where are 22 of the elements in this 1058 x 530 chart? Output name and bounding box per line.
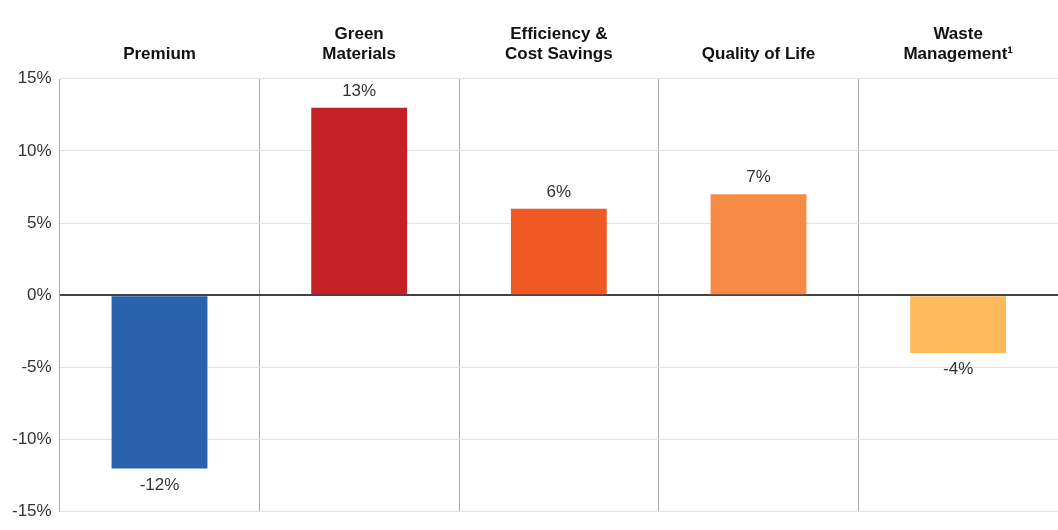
y-tick-label: -10%	[12, 429, 52, 449]
bar	[910, 296, 1007, 354]
x-tick-label: Efficiency & Cost Savings	[504, 23, 613, 64]
data-label: -4%	[943, 359, 974, 379]
data-label: 7%	[746, 167, 771, 187]
x-tick-label: Premium	[123, 44, 196, 64]
bar	[111, 296, 208, 469]
x-tick-label: Waste Management¹	[903, 23, 1014, 64]
data-label: 6%	[546, 181, 572, 201]
x-tick-label: Green Materials	[322, 23, 397, 64]
bar	[510, 208, 607, 295]
y-tick-label: 15%	[17, 68, 52, 88]
y-tick-label: 5%	[27, 212, 52, 232]
x-tick-label: Quality of Life	[701, 44, 816, 64]
y-tick-label: -5%	[21, 357, 52, 377]
data-label: -12%	[139, 474, 180, 494]
y-tick-label: 10%	[17, 140, 52, 160]
y-tick-label: 0%	[27, 284, 52, 304]
y-tick-label: -15%	[12, 501, 52, 521]
bar	[311, 107, 408, 295]
bar	[710, 194, 807, 295]
data-label: 13%	[342, 80, 377, 100]
